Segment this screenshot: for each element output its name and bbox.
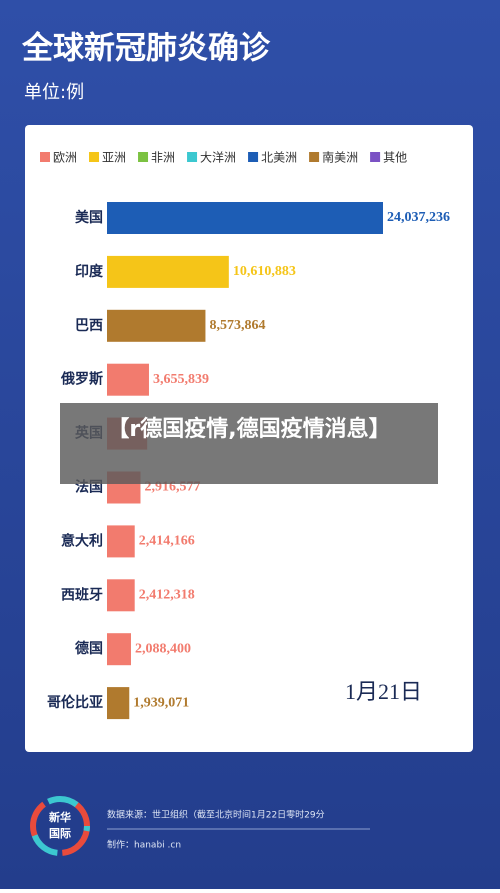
y-tick-label: 哥伦比亚: [47, 694, 103, 711]
y-tick-label: 美国: [75, 209, 103, 226]
value-label: 2,088,400: [135, 641, 191, 656]
legend-label: 欧洲: [53, 151, 77, 165]
footer-credit: 制作：hanabi .cn: [107, 839, 181, 851]
value-label: 3,655,839: [153, 372, 209, 387]
y-tick-label: 巴西: [75, 318, 103, 334]
legend-label: 南美洲: [322, 150, 358, 165]
value-label: 1,939,071: [133, 695, 189, 710]
legend-label: 大洋洲: [200, 150, 236, 165]
bar: [107, 363, 149, 396]
value-label: 8,573,864: [209, 318, 265, 333]
chart-subtitle: 单位:例: [24, 82, 84, 103]
y-tick-label: 意大利: [61, 532, 103, 549]
value-label: 2,412,318: [139, 588, 195, 603]
bar: [107, 255, 229, 288]
bar: [107, 633, 131, 666]
logo-text: 新华: [49, 810, 71, 824]
bar: [107, 309, 206, 342]
legend-swatch: [40, 152, 50, 162]
logo-core: [38, 804, 82, 848]
legend-swatch: [370, 152, 381, 162]
chart-title: 全球新冠肺炎确诊: [21, 31, 271, 67]
legend-swatch: [187, 152, 198, 162]
legend-swatch: [248, 152, 259, 162]
bar: [107, 579, 135, 612]
y-tick-label: 德国: [75, 640, 103, 657]
legend-label: 非洲: [151, 151, 175, 165]
bar: [107, 202, 383, 234]
legend-label: 亚洲: [102, 151, 126, 165]
logo-ring: [30, 796, 90, 856]
bar: [107, 687, 130, 720]
overlay-text: 【r德国疫情,德国疫情消息】: [107, 417, 391, 442]
footer-source: 数据来源：世卫组织（截至北京时间1月22日零时29分: [107, 809, 325, 821]
y-tick-label: 西班牙: [61, 586, 103, 603]
y-tick-label: 印度: [75, 263, 104, 280]
y-tick-label: 俄罗斯: [60, 371, 103, 388]
legend-label: 北美洲: [261, 151, 297, 165]
value-label: 24,037,236: [387, 210, 450, 225]
legend-swatch: [89, 152, 100, 162]
legend-label: 其他: [383, 151, 407, 165]
legend-swatch: [309, 152, 320, 162]
value-label: 2,414,166: [139, 534, 195, 549]
bar: [107, 525, 135, 558]
logo-text: 国际: [49, 826, 71, 840]
annotation: 1月21日: [345, 679, 422, 704]
overlay-box: [60, 403, 438, 484]
value-label: 10,610,883: [233, 264, 296, 279]
legend-swatch: [138, 152, 149, 162]
